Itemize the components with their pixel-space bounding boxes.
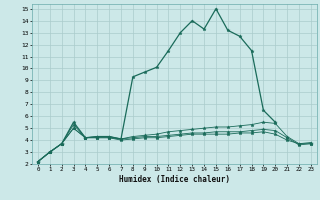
- X-axis label: Humidex (Indice chaleur): Humidex (Indice chaleur): [119, 175, 230, 184]
